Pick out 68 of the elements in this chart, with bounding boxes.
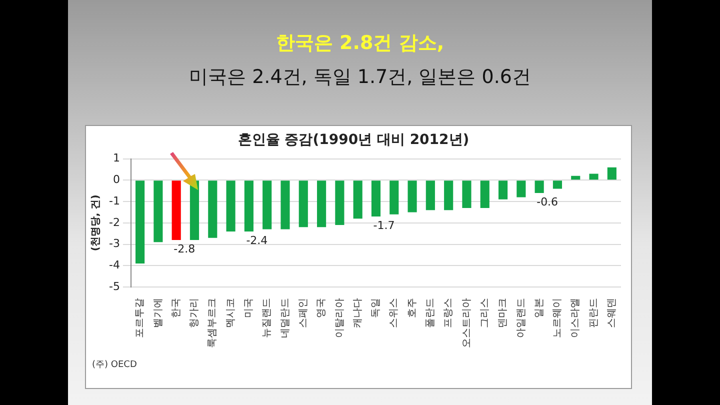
- x-tick-label: 뉴질랜드: [262, 298, 273, 338]
- x-tick-label: 노르웨이: [552, 298, 564, 338]
- x-tick-label: 이탈리아: [334, 298, 346, 338]
- bar: [589, 174, 598, 180]
- bar: [353, 180, 362, 219]
- x-tick-label: 폴란드: [425, 298, 436, 328]
- bar: [136, 180, 145, 264]
- x-tick-label: 일본: [534, 298, 545, 318]
- bar: [298, 180, 308, 228]
- bar: [208, 180, 218, 238]
- bar: [390, 180, 399, 214]
- chart-title: 혼인율 증감(1990년 대비 2012년): [238, 132, 470, 148]
- x-tick-label: 미국: [244, 298, 255, 318]
- bar: [408, 180, 417, 212]
- x-tick-label: 스위스: [388, 298, 400, 328]
- x-tick-label: 벨기에: [152, 298, 164, 328]
- bar: [462, 180, 472, 208]
- x-tick-label: 이스라엘: [570, 298, 582, 338]
- x-tick-label: 멕시코: [225, 298, 236, 328]
- bar: [607, 167, 616, 180]
- y-tick-label: -4: [109, 258, 120, 272]
- bar: [154, 180, 163, 242]
- bar: [534, 180, 544, 193]
- bar: [335, 180, 344, 226]
- y-tick-label: 0: [112, 173, 120, 186]
- x-tick-label: 영국: [316, 298, 328, 318]
- x-tick-label: 덴마크: [498, 298, 509, 328]
- data-label: -1.7: [373, 218, 395, 232]
- x-tick-label: 한국: [170, 298, 182, 318]
- bar: [552, 180, 562, 189]
- x-tick-label: 독일: [370, 298, 382, 318]
- bar: [498, 180, 508, 200]
- text: 미국은 2.4건, 독일 1.7건, 일본은 0.6건: [188, 65, 532, 90]
- y-axis-title: (천명당, 건): [90, 194, 102, 252]
- bar: [226, 180, 236, 232]
- x-tick-label: 아일랜드: [516, 298, 527, 338]
- x-tick-label: 캐나다: [352, 298, 364, 328]
- y-tick-label: -3: [109, 237, 120, 250]
- data-label: -2.8: [174, 242, 196, 256]
- x-tick-label: 포르투갈: [134, 298, 146, 338]
- x-tick-label: 호주: [406, 298, 418, 318]
- bar: [244, 180, 254, 232]
- x-tick-label: 프랑스: [443, 298, 454, 328]
- x-tick-label: 핀란드: [588, 298, 600, 328]
- x-tick-label: 헝가리: [189, 298, 200, 328]
- text: (주) OECD: [92, 359, 137, 371]
- bar: [371, 180, 381, 216]
- bar: [444, 180, 454, 210]
- y-tick-label: 1: [112, 152, 120, 165]
- bar: [317, 180, 326, 228]
- x-tick-label: 룩셈부르크: [207, 298, 218, 348]
- y-tick-label: -2: [109, 216, 120, 229]
- y-tick-label: -1: [109, 194, 120, 208]
- bar: [426, 180, 435, 210]
- x-tick-label: 스웨덴: [606, 298, 618, 328]
- bar: [516, 180, 526, 198]
- x-tick-label: 그리스: [479, 298, 490, 328]
- bar: [280, 180, 290, 230]
- x-tick-label: 스페인: [298, 298, 309, 328]
- text: 한국은 2.8건 감소,: [274, 31, 446, 56]
- bar: [571, 176, 580, 180]
- bar: [262, 180, 272, 230]
- data-label: -2.4: [246, 234, 268, 247]
- x-tick-label: 네덜란드: [280, 298, 291, 338]
- y-tick-label: -5: [109, 280, 120, 293]
- data-label: -0.6: [536, 195, 558, 208]
- bar: [480, 180, 490, 208]
- x-tick-label: 오스트리아: [461, 298, 472, 348]
